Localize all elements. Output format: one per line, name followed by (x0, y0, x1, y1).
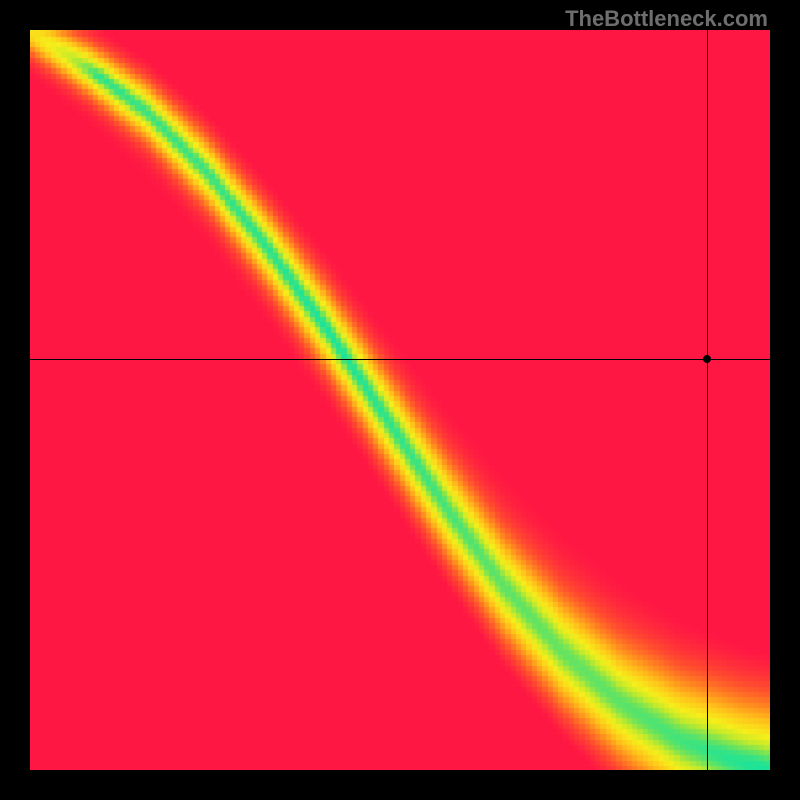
heatmap-canvas (30, 30, 770, 770)
crosshair-vertical (707, 30, 708, 770)
chart-container: TheBottleneck.com (0, 0, 800, 800)
heatmap-plot-area (30, 30, 770, 770)
watermark-text: TheBottleneck.com (565, 6, 768, 32)
crosshair-horizontal (30, 359, 770, 360)
